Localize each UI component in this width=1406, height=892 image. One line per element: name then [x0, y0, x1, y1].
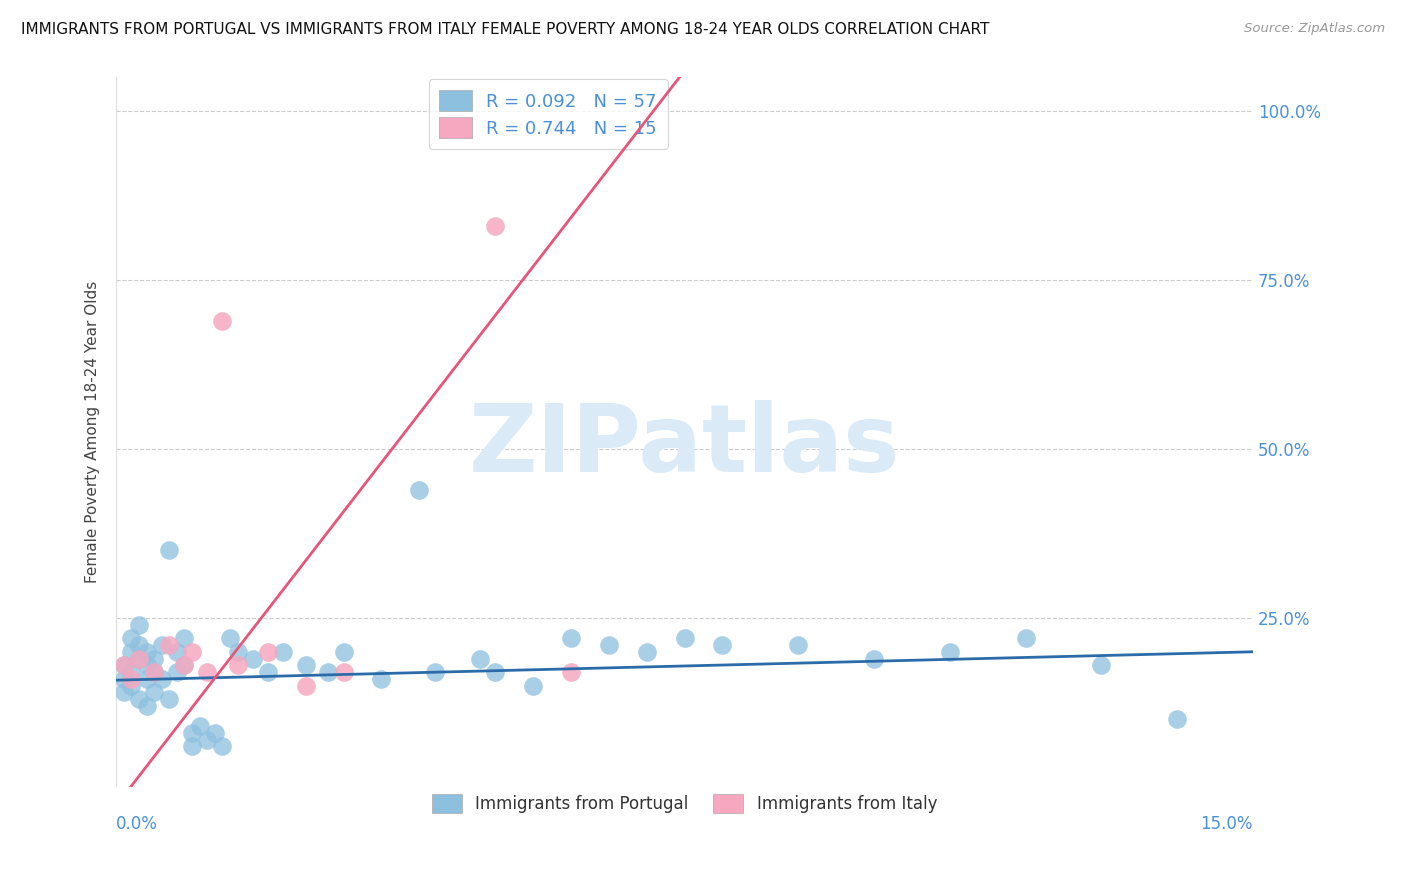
- Point: [271, 645, 294, 659]
- Point: [256, 645, 278, 659]
- Point: [636, 645, 658, 659]
- Point: [128, 617, 150, 632]
- Point: [128, 692, 150, 706]
- Point: [135, 698, 157, 713]
- Point: [423, 665, 446, 679]
- Point: [112, 685, 135, 699]
- Point: [332, 645, 354, 659]
- Point: [560, 632, 582, 646]
- Point: [128, 638, 150, 652]
- Point: [181, 739, 204, 754]
- Y-axis label: Female Poverty Among 18-24 Year Olds: Female Poverty Among 18-24 Year Olds: [86, 281, 100, 583]
- Point: [711, 638, 734, 652]
- Point: [204, 726, 226, 740]
- Point: [468, 651, 491, 665]
- Point: [219, 632, 242, 646]
- Point: [135, 672, 157, 686]
- Point: [173, 658, 195, 673]
- Point: [226, 658, 249, 673]
- Point: [120, 672, 142, 686]
- Point: [242, 651, 264, 665]
- Point: [157, 638, 180, 652]
- Legend: Immigrants from Portugal, Immigrants from Italy: Immigrants from Portugal, Immigrants fro…: [423, 785, 946, 822]
- Point: [120, 632, 142, 646]
- Point: [408, 483, 430, 497]
- Point: [522, 679, 544, 693]
- Point: [256, 665, 278, 679]
- Point: [188, 719, 211, 733]
- Point: [787, 638, 810, 652]
- Point: [120, 665, 142, 679]
- Point: [294, 658, 316, 673]
- Point: [332, 665, 354, 679]
- Point: [939, 645, 962, 659]
- Point: [173, 658, 195, 673]
- Point: [598, 638, 620, 652]
- Point: [135, 645, 157, 659]
- Point: [143, 665, 166, 679]
- Point: [370, 672, 392, 686]
- Point: [211, 314, 233, 328]
- Point: [112, 658, 135, 673]
- Text: 15.0%: 15.0%: [1201, 815, 1253, 833]
- Point: [1166, 712, 1188, 726]
- Text: ZIPatlas: ZIPatlas: [468, 401, 900, 492]
- Point: [143, 685, 166, 699]
- Point: [120, 645, 142, 659]
- Point: [135, 658, 157, 673]
- Point: [128, 651, 150, 665]
- Point: [181, 726, 204, 740]
- Point: [673, 632, 696, 646]
- Point: [143, 665, 166, 679]
- Point: [181, 645, 204, 659]
- Point: [166, 645, 188, 659]
- Point: [120, 679, 142, 693]
- Point: [173, 632, 195, 646]
- Point: [211, 739, 233, 754]
- Point: [166, 665, 188, 679]
- Point: [112, 672, 135, 686]
- Point: [143, 651, 166, 665]
- Point: [863, 651, 886, 665]
- Point: [157, 543, 180, 558]
- Point: [1090, 658, 1112, 673]
- Point: [112, 658, 135, 673]
- Text: Source: ZipAtlas.com: Source: ZipAtlas.com: [1244, 22, 1385, 36]
- Point: [150, 672, 173, 686]
- Point: [226, 645, 249, 659]
- Text: IMMIGRANTS FROM PORTUGAL VS IMMIGRANTS FROM ITALY FEMALE POVERTY AMONG 18-24 YEA: IMMIGRANTS FROM PORTUGAL VS IMMIGRANTS F…: [21, 22, 990, 37]
- Point: [484, 665, 506, 679]
- Point: [128, 651, 150, 665]
- Point: [150, 638, 173, 652]
- Point: [195, 732, 218, 747]
- Point: [195, 665, 218, 679]
- Point: [560, 665, 582, 679]
- Point: [1014, 632, 1036, 646]
- Point: [157, 692, 180, 706]
- Point: [318, 665, 340, 679]
- Point: [484, 219, 506, 233]
- Point: [294, 679, 316, 693]
- Text: 0.0%: 0.0%: [117, 815, 157, 833]
